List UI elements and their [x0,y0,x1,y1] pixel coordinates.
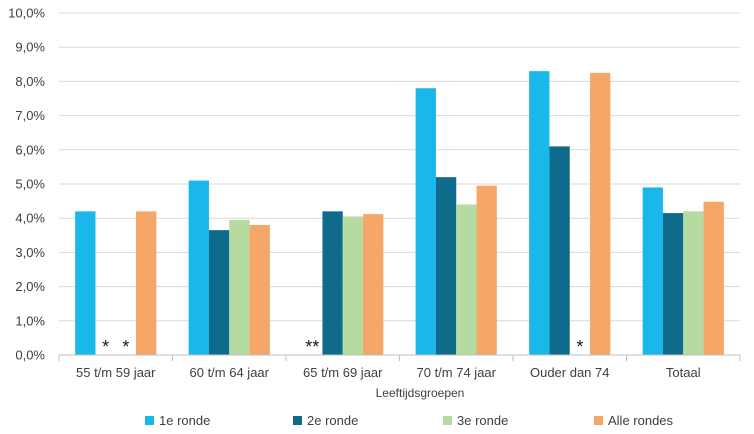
bar [342,216,364,355]
bar [703,201,724,355]
bars [75,71,724,356]
bar [456,204,477,355]
y-tick-label: 3,0% [15,245,45,260]
bar [683,211,704,355]
legend-swatch [443,416,452,425]
annotation-label: * [576,337,583,357]
bar [188,180,209,355]
bar [208,230,230,355]
bar [249,225,270,355]
bar [415,88,436,356]
y-tick-label: 1,0% [15,313,45,328]
y-tick-label: 8,0% [15,74,45,89]
gridlines [59,12,740,322]
y-axis-ticks: 0,0% 1,0% 2,0% 3,0% 4,0% 5,0% 6,0% 7,0% 8,0% 9,0%… [8,6,45,363]
bar [75,211,96,355]
bar [590,72,611,355]
x-tick-label: 65 t/m 69 jaar [303,365,383,380]
bar [229,219,250,355]
y-tick-label: 4,0% [15,211,45,226]
y-tick-label: 0,0% [15,348,45,363]
y-tick-label: 6,0% [15,142,45,157]
bar [322,211,343,355]
legend: 1e ronde 2e ronde 3e ronde Alle rondes [145,413,674,428]
bar [363,214,384,355]
x-axis-title: Leeftijdsgroepen [376,386,465,400]
x-tick-label: Totaal [666,365,701,380]
bar [549,146,570,355]
legend-label: Alle rondes [608,413,674,428]
legend-label: 1e ronde [159,413,210,428]
annotation-label: * [102,337,109,357]
annotation-label: ** [305,337,319,357]
legend-swatch [293,416,302,425]
y-tick-label: 9,0% [15,40,45,55]
x-tick-label: 55 t/m 59 jaar [76,365,156,380]
bar [529,71,550,355]
bar [136,211,157,355]
y-tick-label: 2,0% [15,279,45,294]
annotations: * * ** * [102,337,583,357]
legend-swatch [145,416,154,425]
legend-label: 2e ronde [307,413,358,428]
x-tick-label: Ouder dan 74 [530,365,610,380]
x-tick-label: 70 t/m 74 jaar [417,365,497,380]
y-tick-label: 10,0% [8,6,45,21]
y-tick-label: 7,0% [15,108,45,123]
annotation-label: * [122,337,129,357]
bar [642,187,663,355]
bar [662,213,684,355]
bar [476,185,497,355]
legend-swatch [594,416,603,425]
x-axis: 55 t/m 59 jaar 60 t/m 64 jaar 65 t/m 69 ja… [58,354,741,380]
y-tick-label: 5,0% [15,177,45,192]
x-tick-label: 60 t/m 64 jaar [190,365,270,380]
bar [435,177,457,355]
legend-label: 3e ronde [457,413,508,428]
